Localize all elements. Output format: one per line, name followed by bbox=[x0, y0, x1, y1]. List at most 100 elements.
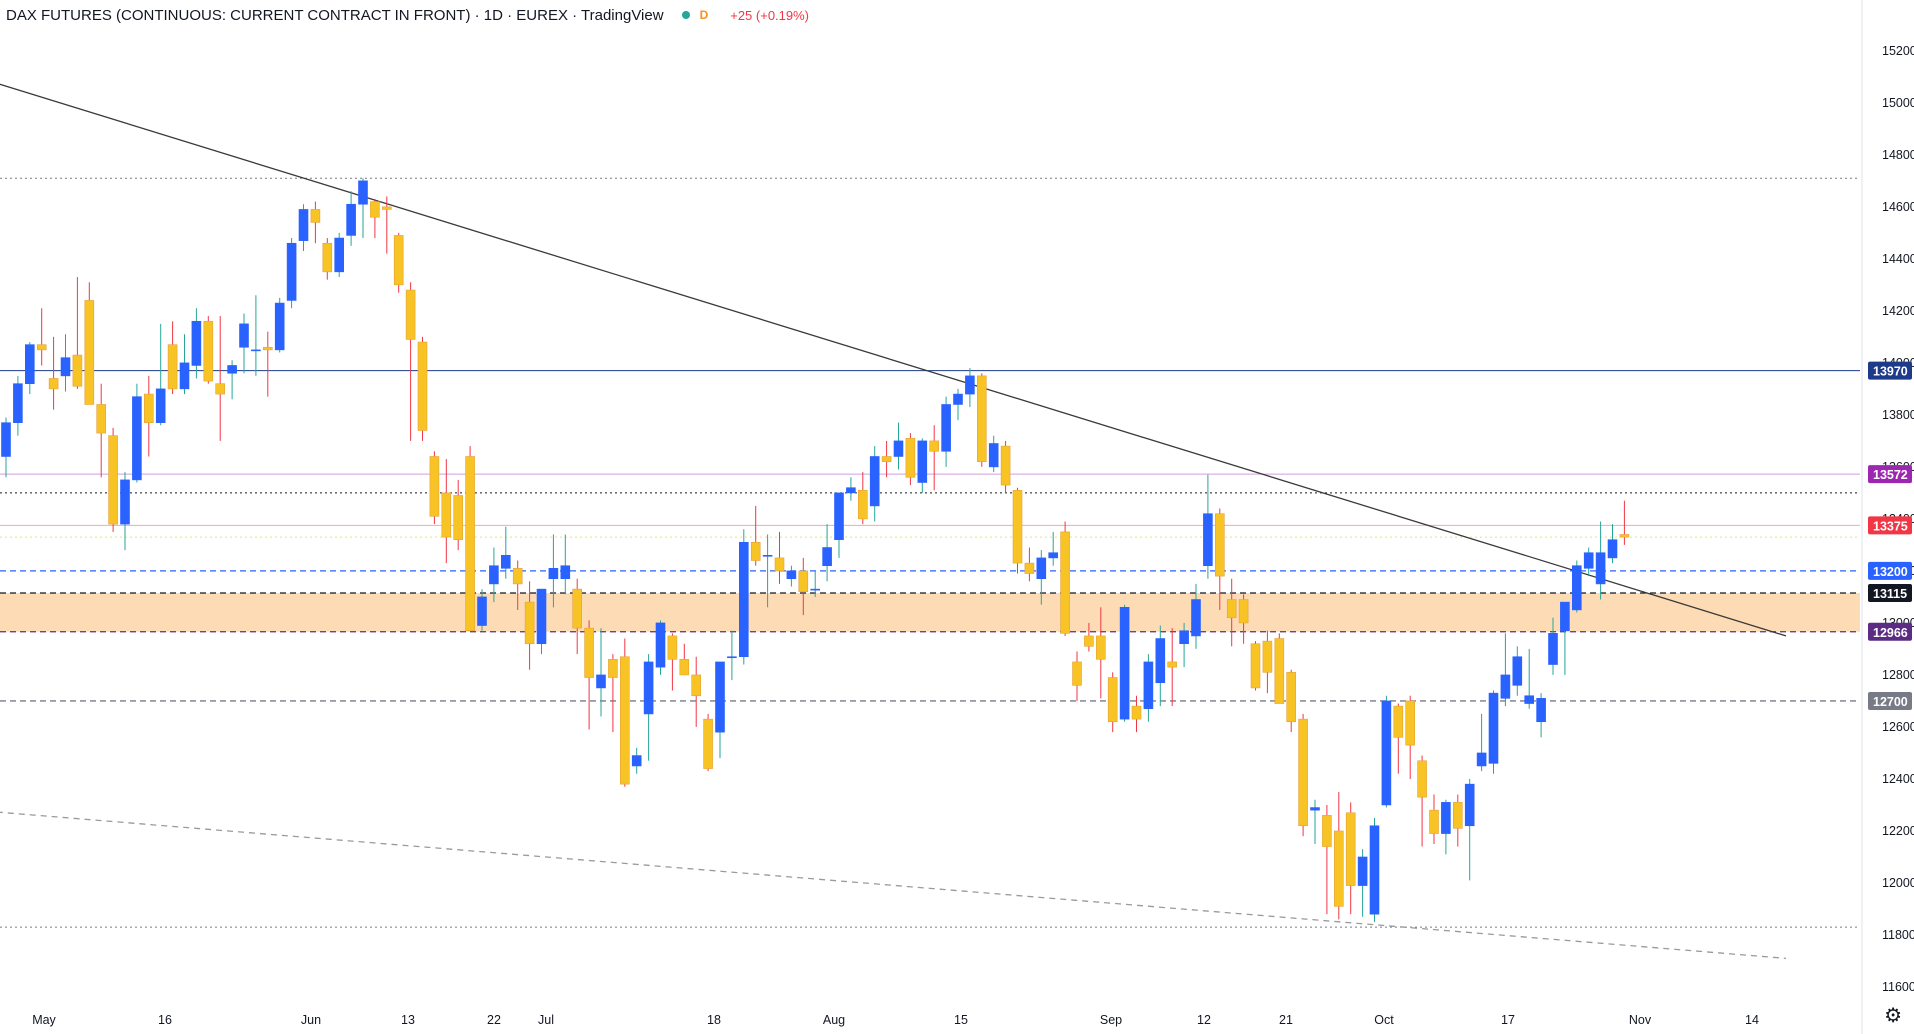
candle-body[interactable] bbox=[346, 203, 356, 236]
candle-body[interactable] bbox=[441, 492, 452, 538]
candle-body[interactable] bbox=[679, 659, 690, 676]
candle-body[interactable] bbox=[500, 555, 511, 569]
price-level-tag[interactable]: 13572 bbox=[1868, 465, 1912, 484]
candle-body[interactable] bbox=[1560, 601, 1570, 632]
candle-body[interactable] bbox=[1191, 599, 1201, 637]
candle-body[interactable] bbox=[738, 542, 749, 658]
settings-gear-icon[interactable]: ⚙ bbox=[1884, 1005, 1902, 1027]
candle-body[interactable] bbox=[524, 601, 535, 645]
candle-body[interactable] bbox=[560, 565, 571, 580]
price-level-tag[interactable]: 13375 bbox=[1868, 516, 1912, 535]
candle-body[interactable] bbox=[1000, 445, 1011, 486]
candle-body[interactable] bbox=[1274, 638, 1285, 704]
candle-body[interactable] bbox=[1072, 661, 1082, 686]
candle-body[interactable] bbox=[227, 365, 237, 374]
candle-body[interactable] bbox=[1036, 557, 1047, 580]
candle-body[interactable] bbox=[465, 456, 475, 632]
candle-body[interactable] bbox=[584, 627, 594, 678]
candle-body[interactable] bbox=[905, 437, 916, 478]
candle-body[interactable] bbox=[1048, 552, 1058, 559]
candle-body[interactable] bbox=[1417, 760, 1427, 798]
candle-body[interactable] bbox=[822, 547, 832, 567]
candle-body[interactable] bbox=[215, 383, 225, 395]
candle-body[interactable] bbox=[715, 661, 725, 733]
candle-body[interactable] bbox=[1203, 513, 1213, 567]
candle-body[interactable] bbox=[1167, 661, 1177, 668]
candle-body[interactable] bbox=[1084, 635, 1094, 647]
candle-body[interactable] bbox=[358, 180, 368, 205]
candle-body[interactable] bbox=[417, 341, 428, 431]
candle-body[interactable] bbox=[1310, 807, 1320, 811]
candle-body[interactable] bbox=[1215, 513, 1225, 577]
candle-body[interactable] bbox=[655, 622, 666, 668]
candle-body[interactable] bbox=[405, 289, 416, 340]
price-level-tag[interactable]: 12700 bbox=[1868, 691, 1912, 710]
candle-body[interactable] bbox=[1262, 640, 1273, 673]
candle-body[interactable] bbox=[1155, 638, 1166, 684]
candle-body[interactable] bbox=[798, 570, 809, 593]
candle-body[interactable] bbox=[274, 302, 285, 351]
candle-body[interactable] bbox=[1453, 802, 1463, 829]
candle-body[interactable] bbox=[643, 661, 654, 715]
candle-body[interactable] bbox=[1429, 809, 1439, 834]
candle-body[interactable] bbox=[536, 588, 547, 645]
candle-body[interactable] bbox=[893, 440, 904, 457]
candle-body[interactable] bbox=[667, 635, 678, 660]
candle-body[interactable] bbox=[786, 570, 797, 580]
candle-body[interactable] bbox=[1607, 539, 1618, 559]
candle-body[interactable] bbox=[1143, 661, 1154, 710]
trendline[interactable] bbox=[0, 808, 1787, 960]
candle-body[interactable] bbox=[1250, 643, 1261, 689]
candle-body[interactable] bbox=[1096, 635, 1106, 660]
candle-body[interactable] bbox=[548, 568, 559, 580]
candle-body[interactable] bbox=[251, 349, 261, 352]
candle-body[interactable] bbox=[453, 495, 464, 541]
candle-body[interactable] bbox=[13, 383, 23, 423]
candle-body[interactable] bbox=[1107, 677, 1118, 723]
candle-body[interactable] bbox=[1357, 856, 1368, 886]
candle-body[interactable] bbox=[489, 565, 499, 585]
candle-body[interactable] bbox=[477, 596, 487, 626]
candle-body[interactable] bbox=[774, 557, 785, 572]
price-level-tag[interactable]: 13200 bbox=[1868, 561, 1912, 580]
candle-body[interactable] bbox=[596, 674, 606, 689]
candle-body[interactable] bbox=[1119, 607, 1130, 720]
candle-body[interactable] bbox=[1500, 674, 1511, 699]
candle-body[interactable] bbox=[1, 422, 11, 457]
candle-body[interactable] bbox=[286, 242, 297, 301]
candle-body[interactable] bbox=[262, 346, 273, 351]
candle-body[interactable] bbox=[1345, 812, 1356, 886]
candle-body[interactable] bbox=[1334, 830, 1344, 907]
candle-body[interactable] bbox=[929, 440, 940, 452]
candle-body[interactable] bbox=[1322, 815, 1332, 847]
candle-body[interactable] bbox=[1548, 633, 1558, 665]
price-level-tag[interactable]: 13115 bbox=[1868, 584, 1912, 603]
candle-body[interactable] bbox=[703, 718, 713, 769]
candle-body[interactable] bbox=[727, 656, 737, 659]
candle-body[interactable] bbox=[72, 354, 83, 387]
candle-body[interactable] bbox=[810, 588, 821, 591]
candle-body[interactable] bbox=[965, 375, 975, 395]
candle-body[interactable] bbox=[167, 344, 178, 390]
candle-body[interactable] bbox=[976, 375, 987, 462]
candle-body[interactable] bbox=[1238, 599, 1249, 624]
candle-body[interactable] bbox=[834, 492, 844, 541]
candle-body[interactable] bbox=[1226, 599, 1237, 619]
candle-body[interactable] bbox=[1572, 565, 1582, 611]
candle-body[interactable] bbox=[857, 489, 868, 520]
candle-body[interactable] bbox=[1012, 489, 1023, 564]
candle-body[interactable] bbox=[691, 674, 702, 697]
candle-body[interactable] bbox=[1512, 656, 1523, 686]
candle-body[interactable] bbox=[370, 201, 380, 218]
candle-body[interactable] bbox=[1131, 705, 1142, 720]
candle-body[interactable] bbox=[750, 542, 761, 561]
candle-body[interactable] bbox=[1476, 752, 1487, 767]
candle-body[interactable] bbox=[1393, 705, 1404, 738]
candle-body[interactable] bbox=[381, 206, 392, 210]
candle-body[interactable] bbox=[334, 237, 345, 273]
candle-body[interactable] bbox=[132, 396, 142, 481]
candle-body[interactable] bbox=[988, 443, 999, 468]
candle-body[interactable] bbox=[619, 656, 630, 785]
candle-body[interactable] bbox=[1488, 692, 1499, 764]
candle-body[interactable] bbox=[1619, 534, 1630, 538]
